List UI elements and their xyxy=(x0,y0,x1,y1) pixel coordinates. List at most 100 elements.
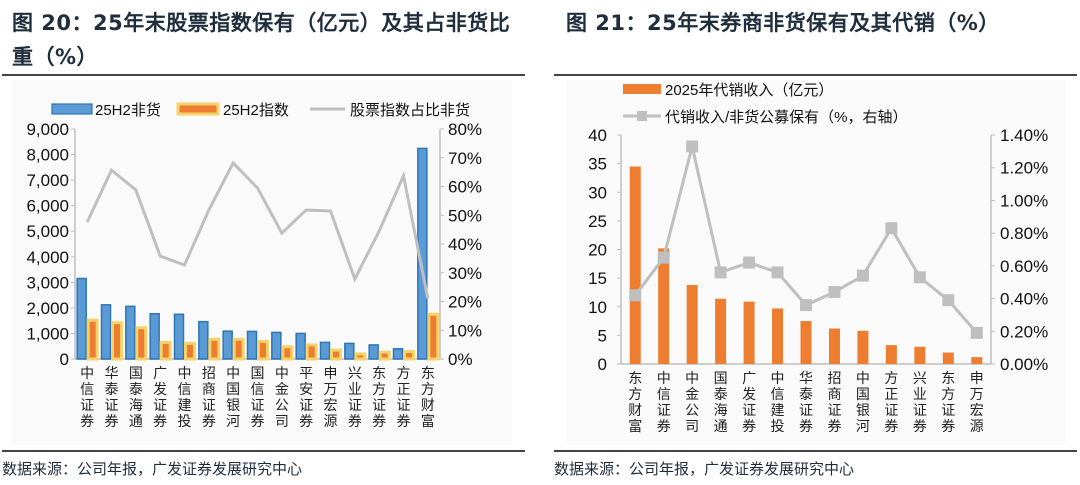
left-tick-label: 4,000 xyxy=(26,248,69,267)
x-tick-label: 中金公司 xyxy=(275,365,289,429)
left-tick-label: 0 xyxy=(60,350,69,369)
left-tick-label: 30 xyxy=(588,183,607,202)
legend-label-ratio: 代销收入/非货公募保有（%，右轴） xyxy=(665,109,908,126)
bar-25h2-feihuo xyxy=(392,348,404,360)
figure-20-panel: 图 20：25年末股票指数保有（亿元）及其占非货比重（%） 0 1,000 2,00… xyxy=(2,11,525,478)
x-tick-label: 招商证券 xyxy=(202,365,216,429)
bar-25h2-index xyxy=(111,321,123,361)
left-tick-label: 0 xyxy=(598,355,607,374)
x-tick-label: 方正证券 xyxy=(397,365,411,429)
line-marker xyxy=(743,256,756,269)
left-tick-label: 6,000 xyxy=(26,197,69,216)
line-marker xyxy=(657,251,670,264)
bar-distribution-income xyxy=(743,301,755,364)
x-tick-label: 东方证券 xyxy=(372,365,386,429)
x-tick-label: 申万宏源 xyxy=(324,365,338,429)
bar-25h2-index xyxy=(86,318,99,361)
right-tick-label: 1.20% xyxy=(1000,159,1048,178)
bar-25h2-feihuo xyxy=(271,331,282,360)
legend-label-25h2-index: 25H2指数 xyxy=(223,102,289,119)
bar-distribution-income xyxy=(857,330,869,364)
bar-25h2-feihuo xyxy=(198,320,209,360)
x-tick-label: 东方财富 xyxy=(421,365,435,429)
left-tick-label: 9,000 xyxy=(26,120,69,139)
x-tick-label: 中国银河 xyxy=(856,370,870,434)
legend-label-income: 2025年代销收入（亿元） xyxy=(665,82,833,99)
figure-20-source: 数据来源：公司年报，广发证券发展研究中心 xyxy=(2,460,303,478)
left-tick-label: 35 xyxy=(588,155,607,174)
figure-20-title: 图 20：25年末股票指数保有（亿元）及其占非货比重（%） xyxy=(12,11,511,69)
figure-21-bottom-rule xyxy=(554,450,1077,452)
bar-25h2-feihuo xyxy=(125,305,136,360)
line-marker xyxy=(856,269,869,282)
left-tick-label: 25 xyxy=(588,212,607,231)
legend-label-25h2-feihuo: 25H2非货 xyxy=(95,102,161,119)
right-tick-label: 20% xyxy=(448,293,482,312)
right-tick-label: 0% xyxy=(448,350,473,369)
right-tick-label: 10% xyxy=(448,321,482,340)
bar-25h2-feihuo xyxy=(173,313,185,360)
legend-swatch-25h2-feihuo xyxy=(51,103,93,115)
x-tick-label: 招商证券 xyxy=(827,370,841,434)
x-tick-label: 中信证券 xyxy=(657,370,671,434)
bar-distribution-income xyxy=(971,357,983,364)
x-tick-label: 中国银河 xyxy=(226,365,240,429)
left-tick-label: 8,000 xyxy=(26,146,69,165)
bar-distribution-income xyxy=(629,166,641,364)
x-tick-label: 华泰证券 xyxy=(105,365,119,429)
right-tick-label: 60% xyxy=(448,178,482,197)
right-tick-label: 1.00% xyxy=(1000,191,1048,210)
right-tick-label: 80% xyxy=(448,120,482,139)
x-tick-label: 方正证券 xyxy=(884,370,898,434)
plot-background xyxy=(12,80,512,445)
left-tick-label: 2,000 xyxy=(26,299,69,318)
left-tick-label: 5,000 xyxy=(26,222,69,241)
line-marker xyxy=(686,140,699,153)
x-tick-label: 兴业证券 xyxy=(913,370,927,434)
bar-25h2-index xyxy=(135,326,148,361)
bar-25h2-feihuo xyxy=(76,277,87,360)
bar-25h2-index xyxy=(257,339,269,361)
plot-background xyxy=(567,80,1065,445)
line-marker xyxy=(885,222,898,235)
right-tick-label: 40% xyxy=(448,235,482,254)
x-tick-label: 中信建投 xyxy=(178,365,192,429)
right-tick-label: 30% xyxy=(448,264,482,283)
line-marker xyxy=(771,266,784,279)
bar-25h2-index xyxy=(354,352,367,361)
x-tick-label: 国泰海通 xyxy=(129,365,143,429)
x-tick-label: 平安证券 xyxy=(299,365,313,429)
bar-distribution-income xyxy=(800,321,812,364)
x-tick-label: 中信证券 xyxy=(80,365,94,429)
x-tick-label: 东方证券 xyxy=(941,370,955,434)
right-tick-label: 0.00% xyxy=(1000,355,1048,374)
line-marker xyxy=(629,289,642,302)
x-tick-label: 中信建投 xyxy=(771,370,785,434)
line-marker xyxy=(942,294,955,307)
bar-25h2-index xyxy=(281,345,294,361)
legend-marker-ratio xyxy=(637,111,647,121)
figure-21-panel: 图 21：25年末券商非货保有及其代销（%） 0 5 10 15 20 25 30 35 40 0… xyxy=(540,0,1080,485)
figure-20-bottom-rule xyxy=(2,450,525,452)
figure-20-top-rule xyxy=(2,74,525,76)
left-tick-label: 15 xyxy=(588,269,607,288)
line-marker xyxy=(714,266,727,279)
legend-swatch-25h2-index xyxy=(176,102,220,116)
bar-25h2-index xyxy=(330,348,342,361)
left-tick-label: 5 xyxy=(598,326,607,345)
bar-25h2-index xyxy=(427,312,440,361)
bar-distribution-income xyxy=(772,308,784,364)
figure-21-chart: 0 5 10 15 20 25 30 35 40 0.00% 0.20% 0.40% 0.60% 0.80… xyxy=(567,80,1065,445)
bar-25h2-index xyxy=(232,337,245,361)
bar-25h2-feihuo xyxy=(149,313,160,360)
bar-distribution-income xyxy=(686,284,698,364)
right-tick-label: 1.40% xyxy=(1000,126,1048,145)
x-tick-label: 国泰海通 xyxy=(714,370,728,434)
figure-21-source: 数据来源：公司年报，广发证券发展研究中心 xyxy=(554,460,855,478)
left-tick-label: 3,000 xyxy=(26,273,69,292)
left-tick-label: 1,000 xyxy=(26,324,69,343)
bar-25h2-feihuo xyxy=(368,344,379,360)
bar-distribution-income xyxy=(715,298,727,364)
x-tick-label: 广发证券 xyxy=(742,370,756,434)
line-marker xyxy=(800,299,812,312)
